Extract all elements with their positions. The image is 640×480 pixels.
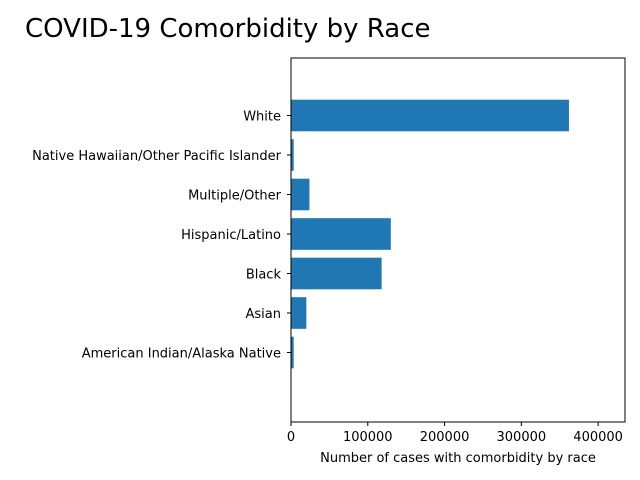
bar-white <box>291 99 569 132</box>
x-tick-label-0: 0 <box>287 430 295 445</box>
bar-asian <box>291 297 307 329</box>
y-tick-label-white: White <box>243 110 281 125</box>
bar-native-hawaiian-other-pacific-islander <box>291 139 294 171</box>
x-tick-label-200000: 200000 <box>420 430 470 445</box>
chart-title: COVID-19 Comorbidity by Race <box>25 14 431 44</box>
x-tick-label-100000: 100000 <box>343 430 393 445</box>
x-axis-label: Number of cases with comorbidity by race <box>320 451 596 466</box>
bar-hispanic-latino <box>291 218 391 250</box>
y-tick-label-native-hawaiian-other-pacific-islander: Native Hawaiian/Other Pacific Islander <box>32 149 282 164</box>
y-tick-label-multiple-other: Multiple/Other <box>188 189 282 204</box>
plot-frame <box>290 57 626 423</box>
bar-american-indian-alaska-native <box>291 336 294 369</box>
y-tick-label-hispanic-latino: Hispanic/Latino <box>181 228 281 243</box>
bars-group <box>291 99 569 369</box>
y-tick-label-american-indian-alaska-native: American Indian/Alaska Native <box>82 347 281 362</box>
bar-multiple-other <box>291 178 310 211</box>
x-tick-label-400000: 400000 <box>573 430 623 445</box>
y-tick-label-black: Black <box>246 268 282 283</box>
bar-black <box>291 257 382 290</box>
x-tick-label-300000: 300000 <box>497 430 547 445</box>
x-axis-ticks: 0 100000 200000 300000 400000 <box>287 422 623 445</box>
y-axis-ticks: American Indian/Alaska Native Asian Black H… <box>32 110 291 362</box>
y-tick-label-asian: Asian <box>246 307 281 322</box>
